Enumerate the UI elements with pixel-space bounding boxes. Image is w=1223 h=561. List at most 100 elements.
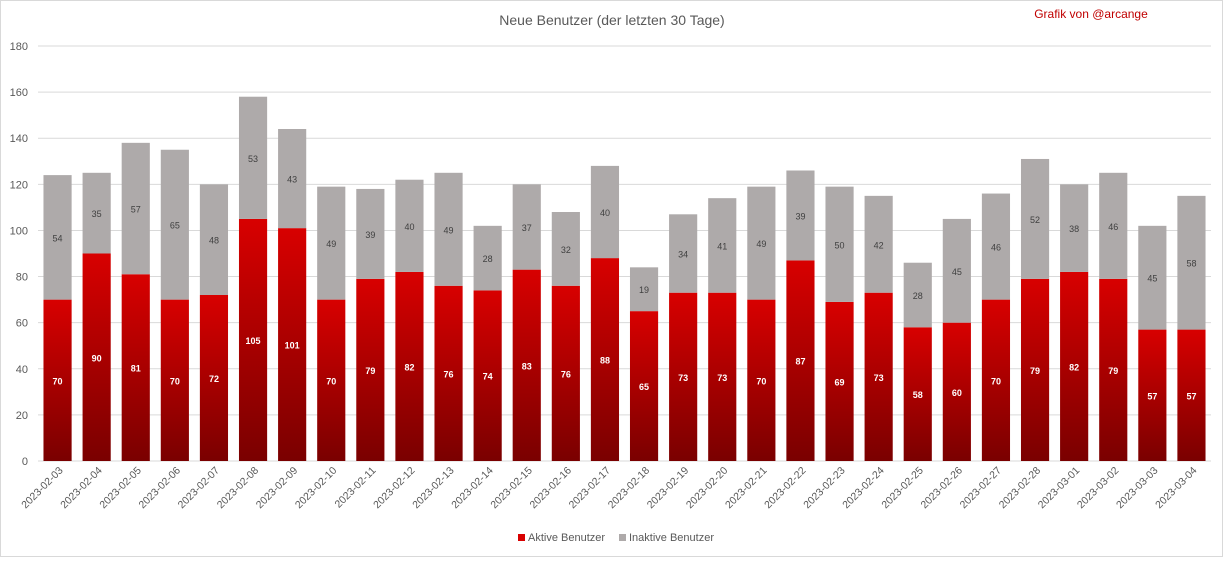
data-label-active: 88 xyxy=(600,356,610,366)
data-label-inactive: 45 xyxy=(952,267,962,277)
data-label-active: 76 xyxy=(444,369,454,379)
data-label-active: 73 xyxy=(678,373,688,383)
data-label-inactive: 28 xyxy=(483,254,493,264)
x-axis-ticks: 2023-02-032023-02-042023-02-052023-02-06… xyxy=(19,465,1199,512)
data-label-active: 87 xyxy=(795,357,805,367)
bar-active xyxy=(903,327,932,461)
data-label-active: 79 xyxy=(1108,366,1118,376)
y-tick-label: 120 xyxy=(10,179,28,191)
data-label-inactive: 57 xyxy=(131,205,141,215)
bar-inactive xyxy=(981,193,1011,300)
data-labels: 70 54 90 35 81 57 70 65 72 48 105 53 101 43 70 49 79 39 82… xyxy=(53,154,1197,401)
data-label-inactive: 40 xyxy=(600,208,610,218)
data-label-inactive: 50 xyxy=(835,240,845,250)
y-tick-label: 60 xyxy=(16,318,28,330)
bar-inactive xyxy=(1177,195,1206,330)
data-label-active: 101 xyxy=(285,341,300,351)
bar-active xyxy=(1177,329,1206,461)
bar-active xyxy=(356,278,385,461)
data-label-active: 74 xyxy=(483,372,493,382)
bar-active xyxy=(825,301,854,461)
grid-lines xyxy=(38,45,1211,462)
data-label-active: 73 xyxy=(874,373,884,383)
data-label-active: 90 xyxy=(92,353,102,363)
y-tick-label: 0 xyxy=(22,456,28,468)
data-label-inactive: 28 xyxy=(913,291,923,301)
legend-label-active: Aktive Benutzer xyxy=(528,532,605,544)
bar-active xyxy=(981,299,1011,461)
y-tick-label: 180 xyxy=(10,41,28,53)
bar-active xyxy=(786,260,815,461)
bar-inactive xyxy=(434,172,463,286)
bar-active xyxy=(1138,329,1167,461)
data-label-inactive: 38 xyxy=(1069,224,1079,234)
bar-active xyxy=(669,292,698,461)
bar-active xyxy=(121,274,150,461)
legend-swatch-inactive xyxy=(619,534,626,541)
bar-inactive xyxy=(942,218,971,323)
data-label-inactive: 34 xyxy=(678,250,688,260)
bar-inactive xyxy=(160,149,189,300)
bar-inactive xyxy=(512,184,541,270)
data-label-inactive: 39 xyxy=(795,211,805,221)
bar-active xyxy=(942,322,971,461)
bar-inactive xyxy=(238,96,268,219)
bar-active xyxy=(747,299,776,461)
y-tick-label: 100 xyxy=(10,225,28,237)
data-label-inactive: 58 xyxy=(1186,259,1196,269)
data-label-active: 70 xyxy=(756,376,766,386)
bar-active xyxy=(238,218,268,461)
data-label-active: 79 xyxy=(365,366,375,376)
data-label-inactive: 49 xyxy=(444,225,454,235)
data-label-active: 81 xyxy=(131,364,141,374)
bar-inactive xyxy=(121,142,150,275)
bar-inactive xyxy=(1138,225,1167,330)
bar-inactive xyxy=(278,129,307,229)
y-tick-label: 20 xyxy=(16,410,28,422)
data-label-active: 70 xyxy=(326,376,336,386)
data-label-active: 57 xyxy=(1147,391,1157,401)
bar-inactive xyxy=(669,214,698,293)
bar-inactive xyxy=(551,212,580,286)
data-label-active: 72 xyxy=(209,374,219,384)
bar-inactive xyxy=(473,225,502,291)
data-label-active: 65 xyxy=(639,382,649,392)
bar-inactive xyxy=(629,267,659,312)
bar-active xyxy=(1060,271,1089,461)
y-tick-label: 160 xyxy=(10,87,28,99)
chart-title: Neue Benutzer (der letzten 30 Tage) xyxy=(499,12,724,28)
bar-active xyxy=(434,285,463,461)
data-label-active: 82 xyxy=(1069,362,1079,372)
legend-swatch-active xyxy=(518,534,525,541)
bar-active xyxy=(395,271,424,461)
data-label-active: 83 xyxy=(522,361,532,371)
bar-active xyxy=(629,311,659,461)
bar-inactive xyxy=(1020,158,1050,279)
bar-inactive xyxy=(82,172,111,254)
data-label-inactive: 49 xyxy=(756,239,766,249)
data-label-inactive: 39 xyxy=(365,230,375,240)
data-label-active: 60 xyxy=(952,388,962,398)
bar-active xyxy=(278,228,307,461)
bar-active xyxy=(590,258,620,461)
bar-inactive xyxy=(43,175,72,300)
data-label-inactive: 48 xyxy=(209,236,219,246)
data-label-inactive: 42 xyxy=(874,240,884,250)
bar-inactive xyxy=(1060,184,1089,272)
data-label-inactive: 46 xyxy=(1108,222,1118,232)
x-tick-label: 2023-02-10 xyxy=(293,465,340,512)
legend-label-inactive: Inaktive Benutzer xyxy=(629,532,714,544)
x-tick-label: 2023-03-04 xyxy=(1153,465,1200,512)
data-label-active: 70 xyxy=(991,376,1001,386)
data-label-active: 70 xyxy=(53,376,63,386)
data-label-active: 70 xyxy=(170,376,180,386)
bar-active xyxy=(199,295,229,461)
bar-inactive xyxy=(747,186,776,300)
bar-inactive xyxy=(356,188,385,279)
data-label-active: 73 xyxy=(717,373,727,383)
y-tick-label: 40 xyxy=(16,364,28,376)
bar-active xyxy=(160,299,189,461)
bar-inactive xyxy=(199,184,229,295)
